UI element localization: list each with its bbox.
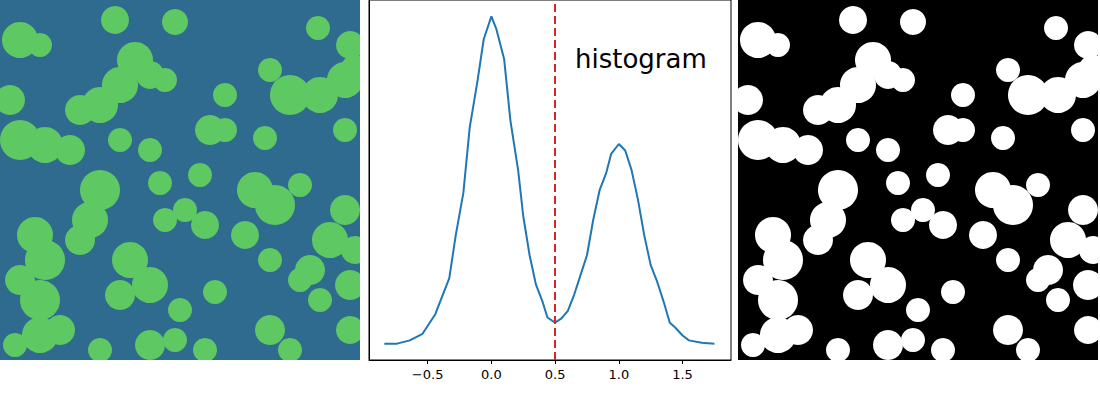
svg-text:0.5: 0.5 — [545, 367, 566, 382]
svg-text:1.0: 1.0 — [608, 367, 629, 382]
svg-text:−0.5: −0.5 — [412, 367, 444, 382]
svg-text:1.5: 1.5 — [672, 367, 693, 382]
svg-text:0.0: 0.0 — [481, 367, 502, 382]
svg-text:histogram: histogram — [575, 44, 707, 74]
